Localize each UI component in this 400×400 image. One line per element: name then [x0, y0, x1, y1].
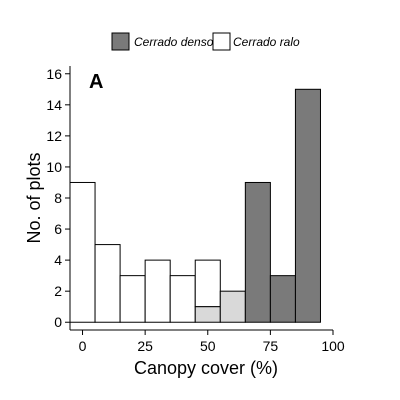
- y-tick-label-4: 4: [54, 252, 62, 268]
- bar-cerrado-denso-80: [269, 275, 296, 323]
- legend: Cerrado denso Cerrado ralo: [111, 32, 300, 51]
- y-axis-ticks: 0 2 4 6 8 10 12 14 16: [46, 66, 70, 330]
- y-tick-label-14: 14: [46, 97, 62, 113]
- x-axis-ticks: 0 25 50 75 100: [79, 330, 345, 354]
- bar-cerrado-ralo-20: [119, 275, 146, 323]
- x-tick-label-50: 50: [200, 338, 216, 354]
- bar-cerrado-denso-70: [244, 181, 271, 323]
- legend-label-cerrado-denso: Cerrado denso: [134, 35, 214, 49]
- x-tick-label-25: 25: [137, 338, 153, 354]
- bar-overlap-60: [219, 290, 246, 323]
- bar-cerrado-ralo-40: [169, 275, 196, 323]
- legend-swatch-cerrado-denso: [111, 32, 130, 51]
- y-tick-label-8: 8: [54, 190, 62, 206]
- legend-label-cerrado-ralo: Cerrado ralo: [233, 35, 300, 49]
- bar-cerrado-ralo-10: [94, 244, 121, 323]
- y-tick-label-12: 12: [46, 128, 62, 144]
- y-tick-label-2: 2: [54, 283, 62, 299]
- bar-cerrado-ralo-0: [69, 181, 96, 323]
- panel-label: A: [89, 71, 103, 93]
- x-axis-title: Canopy cover (%): [134, 358, 278, 378]
- legend-swatch-cerrado-ralo: [212, 32, 231, 51]
- bar-cerrado-denso-90: [294, 88, 321, 323]
- bars-group: [69, 88, 321, 323]
- y-axis-title: No. of plots: [24, 152, 44, 243]
- bar-overlap-50: [194, 306, 221, 323]
- x-tick-label-0: 0: [79, 338, 87, 354]
- bar-cerrado-ralo-30: [144, 259, 171, 323]
- y-tick-label-6: 6: [54, 221, 62, 237]
- y-tick-label-16: 16: [46, 66, 62, 82]
- y-tick-label-10: 10: [46, 159, 62, 175]
- y-tick-label-0: 0: [54, 314, 62, 330]
- x-tick-label-75: 75: [263, 338, 279, 354]
- x-tick-label-100: 100: [321, 338, 345, 354]
- bar-cerrado-ralo-50: [194, 259, 221, 308]
